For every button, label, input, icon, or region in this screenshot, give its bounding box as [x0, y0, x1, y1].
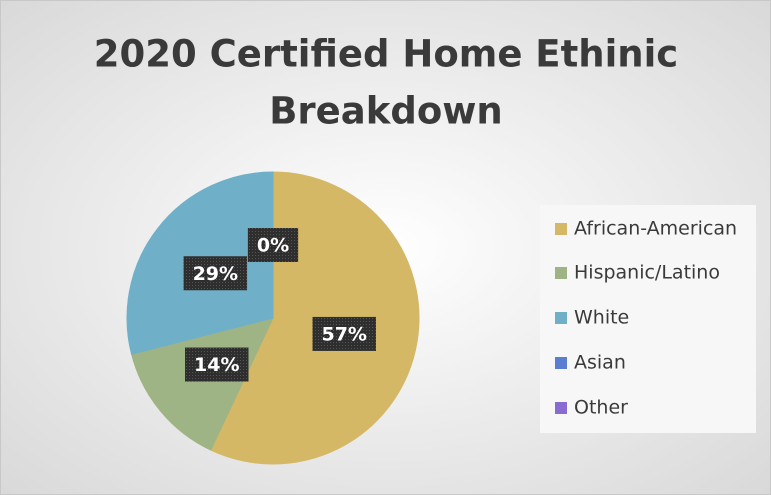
data-label: 29% — [193, 263, 238, 285]
legend-label: Other — [574, 397, 628, 419]
data-label: 0% — [257, 235, 289, 257]
legend-swatch — [555, 223, 567, 235]
data-label-box — [247, 228, 299, 262]
legend-swatch — [555, 402, 567, 414]
legend-label: Hispanic/Latino — [574, 262, 720, 284]
data-label-box — [312, 316, 376, 351]
chart-title: 2020 Certified Home Ethinic — [94, 33, 678, 76]
data-label: 57% — [321, 323, 366, 345]
legend-label: African-American — [574, 218, 737, 240]
data-label: 14% — [194, 354, 239, 376]
legend-swatch — [555, 312, 567, 324]
legend-swatch — [555, 267, 567, 279]
legend-label: Asian — [574, 352, 626, 374]
legend-box — [540, 205, 756, 433]
chart-title: Breakdown — [269, 90, 503, 133]
data-label-box — [183, 256, 248, 291]
data-label-box — [185, 347, 249, 382]
legend-swatch — [555, 357, 567, 369]
legend-label: White — [574, 307, 629, 329]
